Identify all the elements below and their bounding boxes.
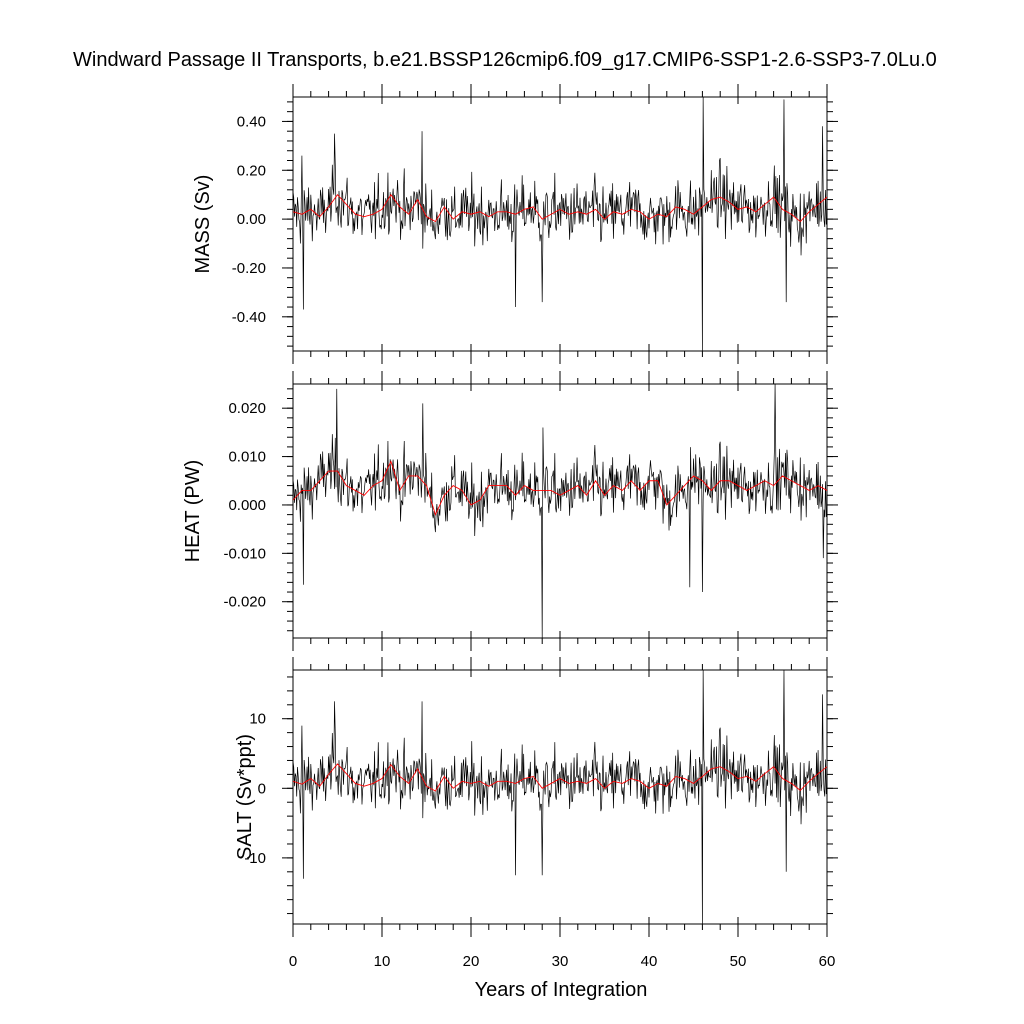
y-tick-label: -0.010 xyxy=(223,545,266,562)
y-tick-label: 0.20 xyxy=(237,162,266,179)
annual-mean-line xyxy=(293,763,827,792)
plot-frame-mass xyxy=(292,96,828,352)
y-tick-label: 0 xyxy=(258,780,266,797)
monthly-series-line xyxy=(293,384,827,638)
y-tick-label: 0.40 xyxy=(237,113,266,130)
y-tick-label: -0.40 xyxy=(232,309,266,326)
y-tick-label: -10 xyxy=(244,850,266,867)
y-tick-label: 0.020 xyxy=(228,400,266,417)
ylabel-heat: HEAT (PW) xyxy=(182,460,204,563)
series-mass xyxy=(293,97,827,351)
series-salt xyxy=(293,670,827,924)
x-axis-label: Years of Integration xyxy=(475,979,648,1001)
axis-ticks-mass: 0.40 0.20 0.00 -0.20 -0.40 xyxy=(232,84,838,364)
chart-title: Windward Passage II Transports, b.e21.BS… xyxy=(73,49,937,71)
plot-frame-heat xyxy=(292,383,828,639)
annual-mean-line xyxy=(293,193,827,223)
y-tick-label: 10 xyxy=(249,711,266,728)
plot-frame-salt xyxy=(292,669,828,925)
x-tick-label: 0 xyxy=(289,953,297,970)
axis-ticks-salt: 10 0 -10 xyxy=(244,657,838,937)
monthly-series-line xyxy=(293,670,827,924)
ylabel-mass: MASS (Sv) xyxy=(192,175,214,274)
panel-salt: 10 0 -10 SALT (Sv*ppt) xyxy=(234,657,838,937)
x-tick-labels: 0 10 20 30 40 50 60 xyxy=(289,953,836,970)
axis-ticks-heat: 0.020 0.010 0.000 -0.010 -0.020 xyxy=(223,371,838,651)
y-tick-label: -0.020 xyxy=(223,594,266,611)
x-tick-label: 50 xyxy=(730,953,747,970)
x-tick-label: 10 xyxy=(374,953,391,970)
y-tick-label: -0.20 xyxy=(232,260,266,277)
ylabel-salt: SALT (Sv*ppt) xyxy=(234,734,256,860)
panel-heat: 0.020 0.010 0.000 -0.010 -0.020 HEAT (PW) xyxy=(182,371,838,651)
y-tick-label: 0.00 xyxy=(237,211,266,228)
annual-mean-line xyxy=(293,460,827,516)
x-tick-label: 20 xyxy=(463,953,480,970)
y-tick-label: 0.000 xyxy=(228,497,266,514)
x-tick-label: 40 xyxy=(641,953,658,970)
panel-mass: 0.40 0.20 0.00 -0.20 -0.40 MASS (Sv) xyxy=(192,84,838,364)
x-tick-label: 30 xyxy=(552,953,569,970)
x-tick-label: 60 xyxy=(819,953,836,970)
series-heat xyxy=(293,384,827,638)
y-tick-label: 0.010 xyxy=(228,449,266,466)
monthly-series-line xyxy=(293,97,827,351)
